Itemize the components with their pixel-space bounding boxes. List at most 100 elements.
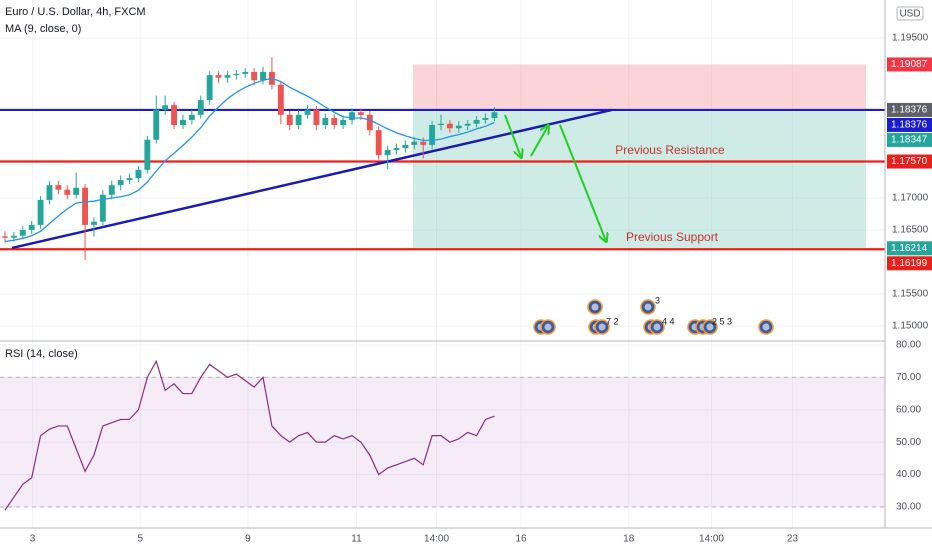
candle-body <box>277 84 284 115</box>
event-icon-inner <box>598 323 606 331</box>
candle-body <box>411 141 418 145</box>
candle-body <box>384 150 391 156</box>
candle-body <box>429 125 436 145</box>
event-icon-inner <box>591 303 599 311</box>
price-tag <box>887 57 932 72</box>
candle-body <box>2 236 8 238</box>
candle-body <box>482 118 489 120</box>
price-tag-label: 1.18376 <box>891 105 928 116</box>
candle-body <box>224 75 231 78</box>
arrow <box>530 126 548 157</box>
candle-body <box>393 148 400 151</box>
candle-body <box>64 189 71 195</box>
candle-body <box>331 118 338 126</box>
currency: USD <box>899 9 920 20</box>
rsi-band <box>0 377 885 507</box>
currency-box[interactable] <box>896 6 924 21</box>
candle-body <box>295 114 302 126</box>
candle-body <box>171 105 177 126</box>
x-tick-label: 16 <box>516 534 528 545</box>
event-icon-inner <box>644 303 652 311</box>
candle-body <box>286 114 293 126</box>
event-icon-inner <box>544 323 552 331</box>
candle-body <box>322 118 329 126</box>
candle-body <box>464 123 471 126</box>
candle-body <box>206 75 213 101</box>
y-tick-label: 1.15000 <box>892 321 929 332</box>
candle-body <box>188 114 195 120</box>
candle-body <box>438 123 444 126</box>
arrow <box>504 114 521 157</box>
candle-body <box>82 187 89 225</box>
event-count: 4 4 <box>662 316 675 326</box>
candle-body <box>117 180 124 186</box>
price-tag-label: 1.16199 <box>891 258 928 269</box>
candle-body <box>10 235 17 238</box>
candle-body <box>242 71 249 74</box>
event-icon-inner <box>706 323 714 331</box>
candle-body <box>215 75 222 78</box>
x-tick-label: 18 <box>623 534 635 545</box>
candle-body <box>108 185 115 195</box>
stop-zone <box>412 64 866 110</box>
event-icon-inner <box>653 323 661 331</box>
candle-body <box>313 109 320 126</box>
candle-body <box>180 119 186 126</box>
event-count: 3 <box>655 295 660 305</box>
candle-body <box>251 71 258 81</box>
annotation: Previous Resistance <box>615 143 725 157</box>
candle-body <box>260 71 266 81</box>
candle-body <box>473 119 480 124</box>
candle-body <box>144 139 151 170</box>
candle-body <box>19 229 26 236</box>
price-tag <box>887 154 932 169</box>
price-tag <box>887 102 932 117</box>
x-tick-label: 14:00 <box>424 534 449 545</box>
candle-body <box>304 109 311 115</box>
x-tick-label: 5 <box>137 534 143 545</box>
candle-body <box>135 169 142 179</box>
price-tag-label: 1.19087 <box>891 59 928 70</box>
candle-body <box>153 109 160 140</box>
ma-line <box>4 77 495 243</box>
y-tick-label: 30.00 <box>896 502 921 513</box>
candle-body <box>357 112 364 115</box>
x-tick-label: 3 <box>30 534 36 545</box>
rsi-title: RSI (14, close) <box>5 348 78 360</box>
candle-body <box>420 141 427 145</box>
annotation: Previous Support <box>626 230 719 244</box>
target-zone <box>412 109 866 249</box>
candle-body <box>126 178 133 181</box>
candle-body <box>197 100 204 115</box>
price-tag <box>887 117 932 132</box>
y-tick-label: 1.17000 <box>892 193 929 204</box>
price-tag-label: 1.18347 <box>891 135 928 146</box>
arrow <box>559 124 606 241</box>
y-tick-label: 70.00 <box>896 372 921 383</box>
y-tick-label: 80.00 <box>896 340 921 351</box>
candle-body <box>91 221 97 225</box>
y-tick-label: 50.00 <box>896 437 921 448</box>
y-tick-label: 1.19500 <box>892 33 929 44</box>
candle-body <box>37 199 44 225</box>
candle-body <box>162 105 169 110</box>
x-tick-label: 23 <box>787 534 799 545</box>
candle-body <box>73 187 80 195</box>
candle-body <box>366 114 373 131</box>
price-tag-label: 1.18376 <box>891 120 928 131</box>
candle-body <box>446 123 453 129</box>
candle-body <box>46 185 53 200</box>
x-tick-label: 9 <box>245 534 251 545</box>
event-count: 7 2 <box>606 316 619 326</box>
candle-body <box>233 73 240 76</box>
x-tick-label: 11 <box>351 534 362 545</box>
y-tick-label: 1.15500 <box>892 289 929 300</box>
chart-title: Euro / U.S. Dollar, 4h, FXCM <box>5 6 146 18</box>
candle-body <box>455 125 462 129</box>
price-tag-label: 1.17570 <box>891 156 928 167</box>
indicator-label: MA (9, close, 0) <box>5 23 81 35</box>
candle-body <box>55 185 62 190</box>
price-tag <box>887 256 932 271</box>
